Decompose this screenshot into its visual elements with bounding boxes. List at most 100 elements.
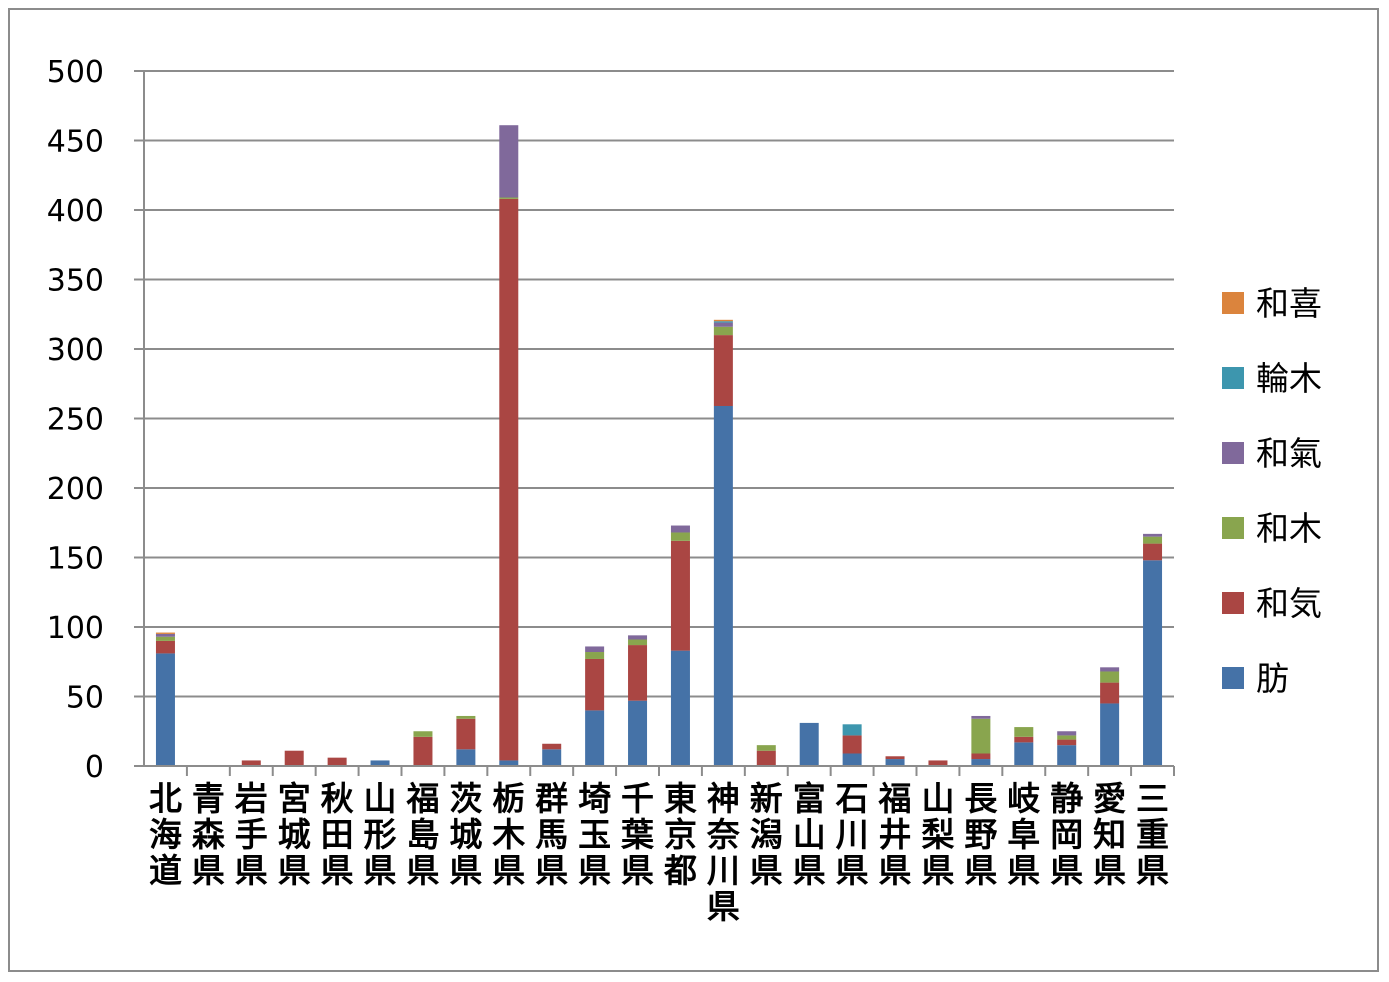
bar-segment bbox=[713, 322, 733, 327]
legend-swatch bbox=[1222, 592, 1244, 614]
x-axis-category-labels: 北海道青森県岩手県宮城県秋田県山形県福島県茨城県栃木県群馬県埼玉県千葉県東京都神… bbox=[149, 779, 1169, 926]
legend-label: 和氣 bbox=[1256, 434, 1322, 473]
bar-segment bbox=[628, 635, 648, 640]
bar-segment bbox=[628, 645, 648, 701]
bar-segment bbox=[155, 633, 175, 637]
bar-segment bbox=[413, 731, 433, 737]
bar-segment bbox=[1014, 727, 1034, 737]
bar-segment bbox=[585, 658, 605, 711]
bar-segment bbox=[971, 715, 991, 719]
axes bbox=[134, 70, 1175, 776]
bar-segment bbox=[670, 525, 690, 533]
bar-segment bbox=[585, 710, 605, 766]
bar-segment bbox=[885, 759, 905, 766]
bar-segment bbox=[842, 724, 862, 736]
bar-segment bbox=[971, 718, 991, 754]
bar-segment bbox=[1057, 735, 1077, 740]
x-category-label: 東京都 bbox=[663, 779, 697, 890]
legend-label: 和木 bbox=[1256, 509, 1322, 548]
bar-segment bbox=[499, 198, 519, 761]
bar-segment bbox=[585, 646, 605, 653]
bar-segment bbox=[1143, 533, 1163, 537]
bar-segment bbox=[499, 760, 519, 766]
x-category-label: 北海道 bbox=[149, 779, 182, 890]
bar-segment bbox=[1143, 543, 1163, 561]
bar-segment bbox=[155, 636, 175, 641]
bar-segment bbox=[499, 125, 519, 198]
bar-segment bbox=[713, 321, 733, 323]
bar-segment bbox=[713, 319, 733, 322]
y-tick-label: 250 bbox=[47, 403, 104, 438]
x-category-label: 千葉県 bbox=[620, 779, 655, 890]
bar-segment bbox=[155, 632, 175, 634]
legend-swatch bbox=[1222, 292, 1244, 314]
y-tick-label: 350 bbox=[47, 264, 104, 299]
y-tick-label: 0 bbox=[85, 750, 104, 785]
chart-frame bbox=[8, 8, 1379, 972]
bar-segment bbox=[1014, 736, 1034, 743]
bar-segment bbox=[370, 760, 390, 766]
x-category-label: 富山県 bbox=[793, 779, 826, 890]
bar-segment bbox=[756, 745, 776, 751]
bars bbox=[155, 125, 1163, 766]
legend-swatch bbox=[1222, 667, 1244, 689]
bar-segment bbox=[585, 652, 605, 659]
bar-segment bbox=[713, 335, 733, 406]
bar-segment bbox=[1057, 731, 1077, 736]
bar-segment bbox=[155, 640, 175, 654]
bar-segment bbox=[1100, 667, 1120, 672]
bar-segment bbox=[842, 735, 862, 754]
y-tick-label: 50 bbox=[66, 681, 104, 716]
bar-segment bbox=[1057, 745, 1077, 766]
x-category-label: 長野県 bbox=[964, 779, 998, 890]
bar-segment bbox=[713, 405, 733, 766]
bar-segment bbox=[284, 750, 304, 766]
bar-segment bbox=[1014, 742, 1034, 766]
legend-label: 和喜 bbox=[1256, 284, 1322, 323]
x-category-label: 神奈川県 bbox=[706, 779, 740, 926]
bar-segment bbox=[1057, 739, 1077, 746]
bar-segment bbox=[542, 743, 562, 750]
y-tick-label: 300 bbox=[47, 333, 104, 368]
x-category-label: 群馬県 bbox=[535, 779, 568, 890]
legend-swatch bbox=[1222, 517, 1244, 539]
x-category-label: 埼玉県 bbox=[578, 779, 611, 890]
x-category-label: 秋田県 bbox=[321, 779, 354, 890]
bar-segment bbox=[456, 749, 476, 766]
bar-segment bbox=[713, 326, 733, 336]
y-tick-label: 100 bbox=[47, 611, 104, 646]
legend-label: 肪 bbox=[1256, 659, 1289, 698]
bar-segment bbox=[799, 722, 819, 766]
y-tick-label: 150 bbox=[47, 542, 104, 577]
bar-segment bbox=[413, 736, 433, 766]
bar-segment bbox=[670, 532, 690, 541]
x-category-label: 岐阜県 bbox=[1007, 779, 1040, 890]
bar-segment bbox=[1100, 671, 1120, 683]
legend-swatch bbox=[1222, 367, 1244, 389]
bar-segment bbox=[1143, 560, 1163, 766]
x-category-label: 宮城県 bbox=[278, 779, 311, 890]
bar-segment bbox=[241, 760, 261, 766]
bar-segment bbox=[456, 715, 476, 719]
bar-segment bbox=[327, 757, 347, 766]
x-category-label: 岩手県 bbox=[235, 779, 268, 890]
x-category-label: 栃木県 bbox=[491, 779, 525, 890]
bar-segment bbox=[928, 760, 948, 766]
x-category-label: 静岡県 bbox=[1050, 779, 1083, 890]
bar-segment bbox=[1100, 682, 1120, 704]
bar-segment bbox=[670, 540, 690, 651]
bar-segment bbox=[456, 718, 476, 750]
bar-segment bbox=[971, 753, 991, 760]
x-category-label: 山形県 bbox=[364, 779, 397, 890]
legend-label: 輪木 bbox=[1256, 359, 1322, 398]
x-category-label: 石川県 bbox=[835, 779, 869, 890]
x-category-label: 福島県 bbox=[405, 779, 439, 890]
x-category-label: 茨城県 bbox=[449, 779, 482, 890]
bar-segment bbox=[1100, 703, 1120, 766]
x-category-label: 三重県 bbox=[1136, 779, 1169, 890]
x-category-label: 愛知県 bbox=[1093, 779, 1126, 890]
x-category-label: 新潟県 bbox=[750, 779, 783, 890]
y-tick-label: 200 bbox=[47, 472, 104, 507]
